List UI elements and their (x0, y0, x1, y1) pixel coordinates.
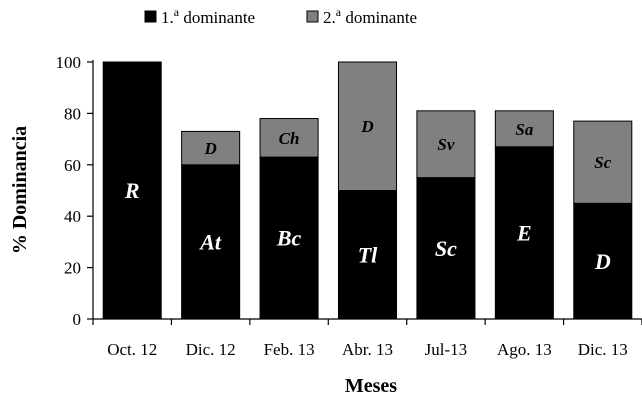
bar-data-label: Sa (515, 120, 533, 139)
legend-label: 2.a dominante (323, 5, 417, 27)
x-tick-label: Ago. 13 (497, 340, 552, 359)
legend: 1.a dominante 2.a dominante (144, 5, 417, 27)
x-tick-label: Abr. 13 (342, 340, 393, 359)
bar-segment-first-dominant (259, 156, 319, 320)
bar-data-label: D (594, 249, 611, 274)
bar-segment-second-dominant (573, 120, 633, 204)
legend-swatch-first (144, 10, 157, 23)
bar-data-label: Sc (594, 153, 611, 172)
legend-swatch-second (306, 10, 319, 23)
x-tick-label: Jul-13 (425, 340, 468, 359)
bar-data-label: R (124, 178, 140, 203)
y-tick-label: 60 (64, 156, 81, 175)
bar-data-label: Sc (435, 236, 457, 261)
bar-data-label: Bc (276, 226, 302, 251)
x-tick-label: Oct. 12 (107, 340, 157, 359)
bar-segment-first-dominant (573, 202, 633, 320)
bars: R At D Bc Ch Tl D Sc Sv E Sa D Sc (102, 61, 633, 320)
bar-data-label: At (198, 230, 222, 255)
bar-data-label: E (516, 221, 532, 246)
y-tick-label: 100 (56, 53, 82, 72)
x-tick-label: Dic. 13 (578, 340, 628, 359)
bar-data-label: Tl (358, 242, 378, 267)
x-axis-title: Meses (345, 375, 397, 397)
bar-data-label: Ch (279, 129, 300, 148)
bar-segment-second-dominant (416, 110, 476, 179)
bar-data-label: D (204, 139, 217, 158)
bar-segment-second-dominant (337, 61, 398, 191)
bar-segment-first-dominant (181, 164, 241, 320)
x-axis: Oct. 12 Dic. 12 Feb. 13 Abr. 13 Jul-13 Ago. 1… (92, 318, 642, 359)
bar-segment-first-dominant (416, 177, 476, 320)
bar-segment-second-dominant (259, 118, 319, 158)
legend-label: 1.a dominante (161, 5, 255, 27)
bar-data-label: D (360, 117, 373, 136)
x-tick-label: Dic. 12 (186, 340, 236, 359)
x-tick-label: Feb. 13 (264, 340, 315, 359)
y-tick-label: 0 (73, 310, 82, 329)
y-axis: 0 20 40 60 80 100 (56, 53, 94, 329)
bar-segment-second-dominant (181, 130, 241, 166)
y-tick-label: 40 (64, 207, 81, 226)
bar-segment-first-dominant (494, 146, 554, 320)
bar-segment-second-dominant (494, 110, 554, 148)
y-tick-label: 80 (64, 104, 81, 123)
bar-data-label: Sv (437, 135, 454, 154)
y-tick-label: 20 (64, 259, 81, 278)
y-axis-title: % Dominancia (9, 126, 31, 254)
bar-segment-first-dominant (337, 190, 398, 320)
